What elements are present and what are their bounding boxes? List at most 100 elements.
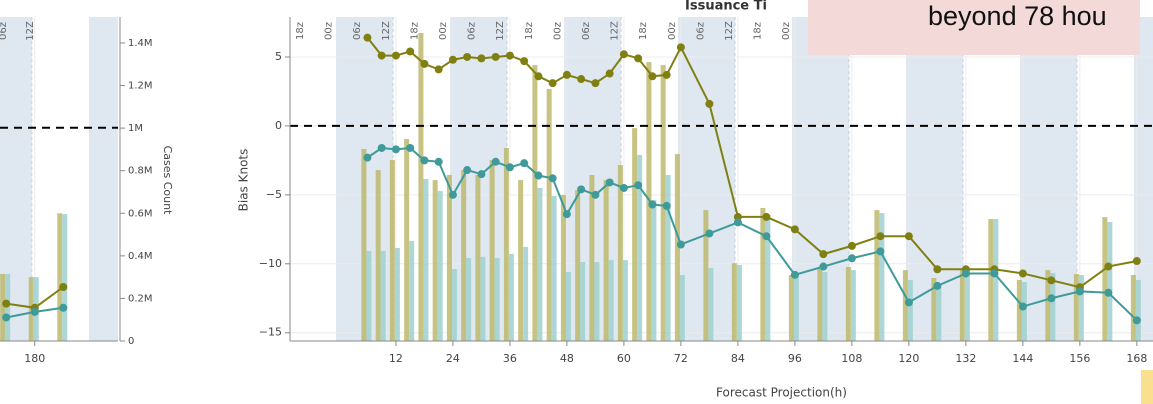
bar [1078, 275, 1084, 341]
bar [765, 214, 771, 341]
line-marker [577, 75, 586, 84]
bar [589, 174, 595, 341]
x-tick-label: 180 [24, 352, 45, 365]
line-marker [847, 241, 856, 250]
bar [1107, 222, 1113, 341]
x-tick-label: 24 [446, 352, 460, 365]
bar [503, 147, 509, 341]
top-label: 12Z [610, 21, 621, 41]
bar [560, 194, 566, 341]
bar [617, 164, 623, 341]
line-marker [733, 218, 742, 227]
line-marker [1104, 288, 1113, 297]
bar [1016, 279, 1022, 341]
line-marker [577, 185, 586, 194]
bar [788, 275, 794, 341]
line-marker [605, 178, 614, 187]
bar [475, 174, 481, 341]
chart-title: Issuance Ti [685, 0, 767, 14]
line-marker [705, 99, 714, 108]
bar [423, 179, 429, 341]
bar [822, 272, 828, 341]
bar [660, 65, 666, 341]
line-marker [2, 313, 11, 322]
bar [580, 262, 586, 341]
x-tick-label: 48 [560, 352, 574, 365]
line-marker [491, 157, 500, 166]
line-marker [548, 79, 557, 88]
line-marker [662, 70, 671, 79]
bar [480, 256, 486, 341]
top-label: 12Z [381, 21, 392, 41]
line-marker [520, 57, 529, 66]
bar [523, 246, 529, 341]
y-axis-label: Bias Knots [237, 149, 251, 212]
line-marker [420, 59, 429, 68]
bar [879, 213, 885, 341]
line-marker [961, 269, 970, 278]
bar [931, 277, 937, 341]
bar [608, 260, 614, 341]
line-marker [1075, 287, 1084, 296]
bar [1045, 270, 1051, 341]
bar [760, 207, 766, 341]
line-marker [1132, 316, 1141, 325]
x-tick-label: 144 [1012, 352, 1033, 365]
top-label: 18z [753, 22, 764, 40]
bar [964, 270, 970, 341]
y-tick-label: 0 [275, 119, 282, 132]
bar [57, 213, 63, 341]
top-label: 06z [467, 22, 478, 40]
bar [461, 170, 467, 341]
line-marker [534, 171, 543, 180]
line-marker [420, 156, 429, 165]
bar [1050, 273, 1056, 341]
bar [731, 263, 737, 341]
line-marker [434, 157, 443, 166]
bar [451, 269, 457, 341]
line-marker [634, 54, 643, 63]
line-marker [762, 212, 771, 221]
bar [0, 273, 6, 341]
y2-tick-label: 1M [128, 123, 143, 134]
line-marker [562, 210, 571, 219]
bar [850, 270, 856, 341]
bar [446, 174, 452, 341]
line-marker [790, 270, 799, 279]
line-marker [619, 183, 628, 192]
line-marker [30, 307, 39, 316]
line-marker [377, 51, 386, 60]
top-label: 00z [552, 22, 563, 40]
line-marker [705, 229, 714, 238]
y2-tick-label: 0 [128, 336, 134, 347]
top-label: 06z [695, 22, 706, 40]
line-marker [591, 190, 600, 199]
bar [565, 272, 571, 341]
bar [394, 247, 400, 341]
line-marker [1104, 262, 1113, 271]
x-tick-label: 120 [898, 352, 919, 365]
line-marker [904, 232, 913, 241]
y-tick-label: 5 [275, 50, 282, 63]
bar [817, 267, 823, 341]
bar [1073, 273, 1079, 341]
bar [546, 88, 552, 341]
bar [594, 262, 600, 341]
line-marker [391, 145, 400, 154]
y2-tick-label: 0.8M [128, 166, 153, 177]
bar [632, 128, 638, 341]
x-tick-label: 60 [617, 352, 631, 365]
top-label: 12Z [25, 21, 36, 41]
tooltip-text: beyond 78 hou [928, 1, 1107, 31]
line-marker [377, 143, 386, 152]
bar [959, 270, 965, 341]
top-label: 06z [352, 22, 363, 40]
y-tick-label: −10 [259, 257, 282, 270]
top-label: 06z [0, 22, 9, 40]
line-marker [562, 70, 571, 79]
x-tick-label: 96 [788, 352, 802, 365]
line-marker [363, 153, 372, 162]
x-tick-label: 36 [503, 352, 517, 365]
y2-tick-label: 0.6M [128, 208, 153, 219]
